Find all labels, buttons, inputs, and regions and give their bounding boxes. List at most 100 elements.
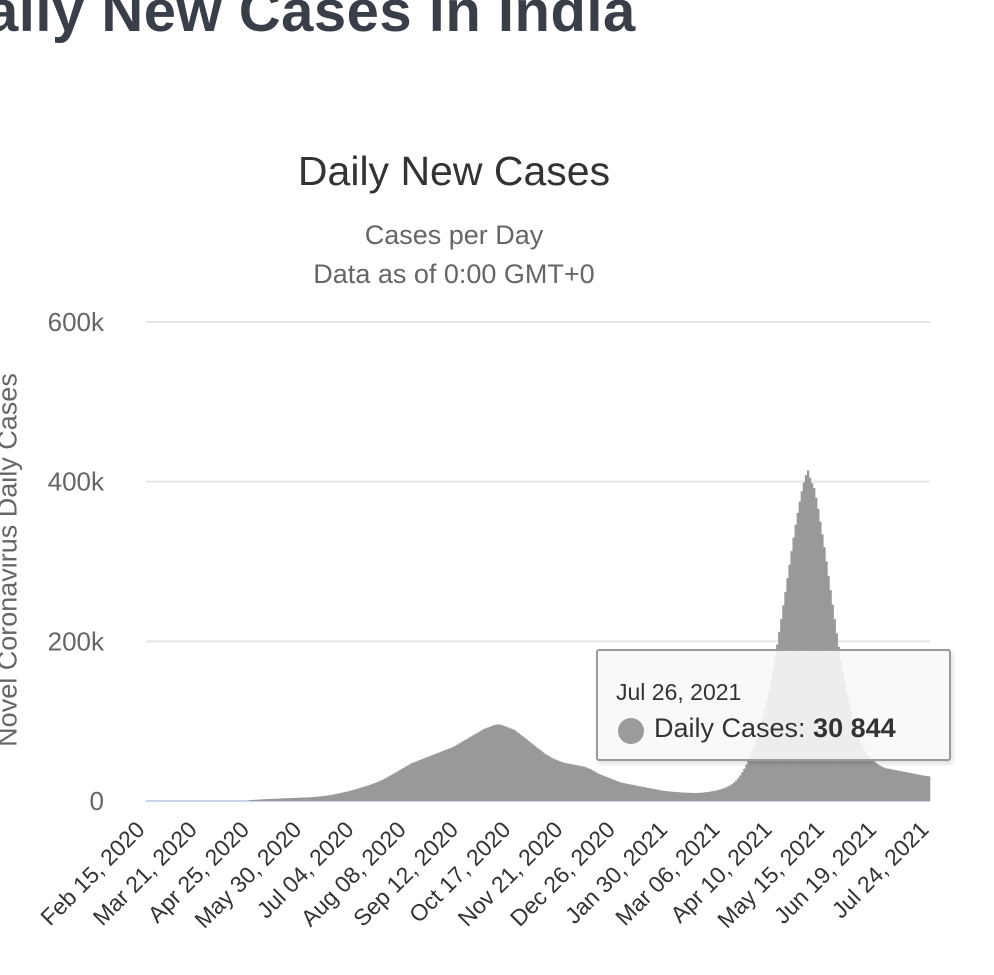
bar[interactable]: [806, 470, 810, 801]
bar[interactable]: [685, 792, 689, 801]
bar[interactable]: [802, 482, 806, 801]
bar[interactable]: [751, 750, 754, 801]
bar[interactable]: [289, 798, 293, 801]
bar[interactable]: [297, 797, 301, 801]
bar[interactable]: [513, 729, 516, 801]
bar[interactable]: [472, 735, 475, 801]
bar[interactable]: [714, 790, 717, 801]
bar[interactable]: [895, 770, 898, 801]
bar[interactable]: [386, 777, 389, 801]
bar[interactable]: [408, 764, 412, 801]
bar[interactable]: [468, 737, 471, 801]
bar[interactable]: [373, 783, 377, 801]
bar[interactable]: [269, 798, 272, 801]
bar[interactable]: [453, 745, 457, 801]
bar[interactable]: [562, 762, 565, 801]
bar[interactable]: [462, 741, 465, 802]
bar[interactable]: [874, 762, 877, 801]
bar[interactable]: [291, 797, 295, 801]
bar[interactable]: [609, 778, 613, 801]
bar[interactable]: [607, 777, 611, 801]
bar[interactable]: [743, 768, 746, 801]
bar[interactable]: [601, 775, 604, 801]
bar[interactable]: [888, 769, 892, 801]
bar[interactable]: [542, 752, 545, 801]
bar[interactable]: [634, 785, 637, 801]
bar[interactable]: [620, 782, 623, 801]
bar[interactable]: [654, 789, 658, 801]
bar[interactable]: [677, 792, 680, 801]
bar[interactable]: [628, 784, 631, 801]
bar[interactable]: [254, 799, 258, 801]
bar[interactable]: [326, 795, 329, 801]
bar[interactable]: [256, 799, 260, 801]
bar[interactable]: [618, 781, 621, 801]
bar[interactable]: [349, 790, 352, 801]
bar[interactable]: [252, 799, 256, 801]
bar[interactable]: [681, 792, 685, 801]
bar[interactable]: [560, 761, 563, 801]
bar[interactable]: [615, 781, 619, 801]
bar[interactable]: [503, 725, 506, 801]
bar[interactable]: [648, 788, 652, 801]
bar[interactable]: [363, 786, 366, 801]
bar[interactable]: [299, 797, 303, 801]
bar[interactable]: [306, 797, 309, 801]
bar[interactable]: [285, 798, 288, 801]
bar[interactable]: [379, 780, 383, 801]
bar[interactable]: [517, 733, 520, 801]
bar[interactable]: [804, 475, 808, 801]
bar[interactable]: [265, 799, 268, 801]
bar[interactable]: [441, 751, 444, 801]
bar[interactable]: [706, 792, 709, 801]
bar[interactable]: [328, 795, 332, 801]
bar[interactable]: [856, 733, 859, 801]
bar[interactable]: [273, 798, 276, 801]
bar[interactable]: [396, 771, 399, 801]
bar[interactable]: [406, 765, 409, 801]
bar[interactable]: [700, 792, 703, 801]
bar[interactable]: [724, 787, 728, 801]
bar[interactable]: [529, 742, 533, 801]
bar[interactable]: [279, 798, 282, 801]
bar[interactable]: [691, 792, 695, 801]
bar[interactable]: [603, 776, 607, 801]
bar[interactable]: [367, 785, 370, 801]
bar[interactable]: [671, 791, 674, 801]
bar[interactable]: [808, 477, 812, 801]
bar[interactable]: [355, 789, 358, 801]
bar[interactable]: [585, 767, 588, 801]
bar[interactable]: [482, 729, 485, 801]
bar[interactable]: [593, 771, 596, 801]
bar[interactable]: [445, 749, 448, 801]
bar[interactable]: [538, 749, 541, 801]
bar[interactable]: [390, 775, 393, 801]
bar[interactable]: [470, 736, 473, 801]
bar[interactable]: [689, 792, 693, 801]
bar[interactable]: [572, 764, 576, 801]
bar[interactable]: [753, 744, 756, 801]
bar[interactable]: [494, 724, 498, 801]
bar[interactable]: [901, 771, 904, 801]
bar[interactable]: [558, 761, 561, 801]
bar[interactable]: [755, 738, 758, 801]
bar[interactable]: [642, 787, 646, 801]
bar[interactable]: [757, 732, 760, 801]
bar[interactable]: [540, 750, 543, 801]
bar[interactable]: [745, 764, 748, 801]
bar[interactable]: [262, 799, 266, 801]
bar[interactable]: [568, 763, 572, 801]
bar[interactable]: [429, 755, 432, 801]
bar[interactable]: [353, 789, 356, 801]
bar[interactable]: [591, 770, 594, 801]
bar[interactable]: [589, 769, 592, 801]
bar[interactable]: [418, 759, 422, 801]
bar[interactable]: [460, 742, 463, 801]
bar[interactable]: [347, 791, 350, 801]
bar[interactable]: [866, 754, 869, 801]
bar[interactable]: [375, 782, 379, 801]
bar[interactable]: [673, 791, 676, 801]
bar[interactable]: [915, 774, 918, 801]
bar[interactable]: [414, 761, 418, 801]
bar[interactable]: [864, 751, 867, 802]
